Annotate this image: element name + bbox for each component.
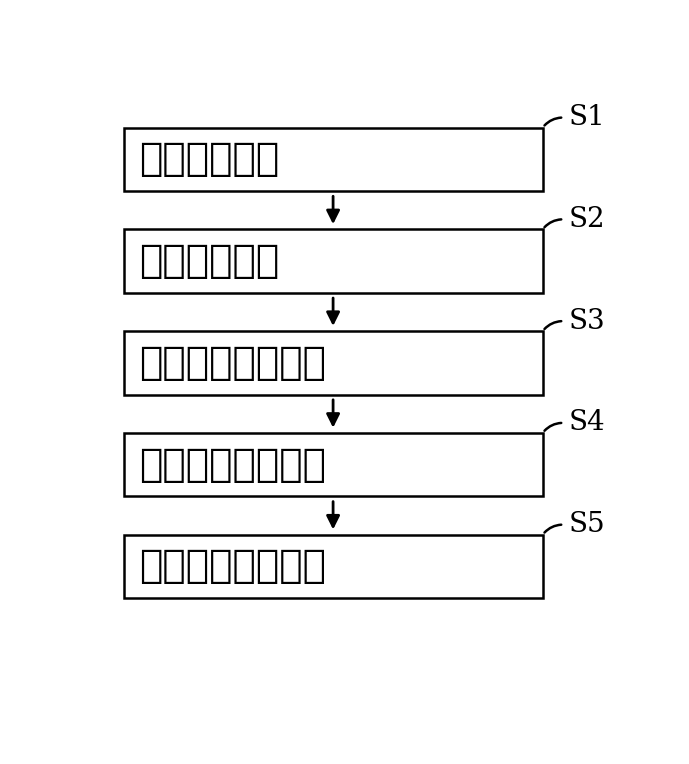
Text: 实际位置确定步骤: 实际位置确定步骤 [139,344,327,382]
Bar [123,229,543,293]
Bar [123,128,543,191]
Text: S5: S5 [568,511,605,538]
Text: 实际位置检验步骤: 实际位置检验步骤 [139,548,327,585]
Bar [123,331,543,395]
Text: 目标位置确定步骤: 目标位置确定步骤 [139,445,327,484]
Bar [123,433,543,497]
Text: S1: S1 [568,104,605,131]
Text: 信息获取步骤: 信息获取步骤 [139,141,280,178]
Text: S3: S3 [568,308,605,335]
Bar [123,535,543,598]
Text: S4: S4 [568,410,605,436]
Text: 坐标估计步骤: 坐标估计步骤 [139,242,280,280]
Text: S2: S2 [568,206,605,233]
